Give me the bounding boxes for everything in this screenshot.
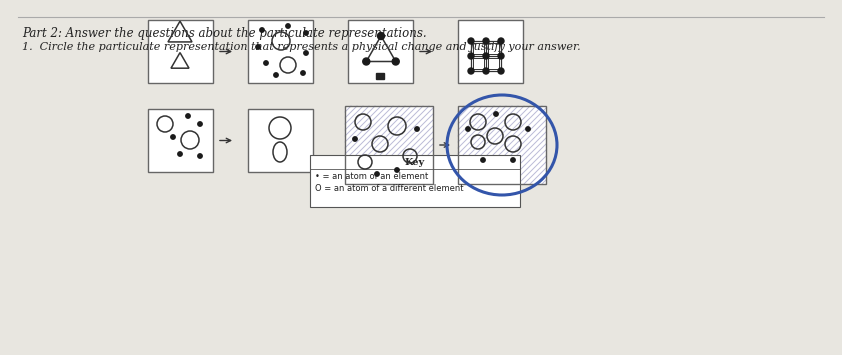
Circle shape: [375, 172, 379, 176]
Circle shape: [483, 38, 489, 44]
Text: O = an atom of a different element: O = an atom of a different element: [315, 184, 463, 193]
Circle shape: [304, 51, 308, 55]
Text: • = an atom of an element: • = an atom of an element: [315, 172, 429, 181]
Circle shape: [256, 45, 260, 49]
Circle shape: [483, 68, 489, 74]
Circle shape: [186, 114, 190, 118]
Text: Key: Key: [405, 158, 425, 167]
Circle shape: [274, 73, 278, 77]
Circle shape: [466, 127, 470, 131]
Circle shape: [304, 31, 308, 35]
Bar: [248, 20, 313, 83]
Bar: [458, 20, 523, 83]
Circle shape: [493, 112, 498, 116]
Circle shape: [511, 158, 515, 162]
Circle shape: [498, 38, 504, 44]
Circle shape: [525, 127, 530, 131]
Circle shape: [353, 137, 357, 141]
Bar: [488, 58, 499, 69]
Circle shape: [363, 58, 370, 65]
Circle shape: [468, 38, 474, 44]
Bar: [488, 43, 499, 54]
Bar: [310, 155, 520, 207]
Circle shape: [171, 135, 175, 139]
Circle shape: [260, 28, 264, 32]
Circle shape: [285, 24, 290, 28]
Circle shape: [301, 71, 305, 75]
Circle shape: [377, 33, 385, 39]
Bar: [345, 106, 433, 184]
Circle shape: [178, 152, 182, 156]
Circle shape: [483, 53, 489, 59]
Bar: [148, 109, 213, 172]
Circle shape: [198, 122, 202, 126]
Circle shape: [395, 168, 399, 172]
Bar: [376, 73, 384, 79]
Circle shape: [481, 158, 485, 162]
Circle shape: [264, 61, 269, 65]
Circle shape: [468, 68, 474, 74]
Circle shape: [468, 53, 474, 59]
Circle shape: [392, 58, 399, 65]
Bar: [458, 106, 546, 184]
Circle shape: [198, 154, 202, 158]
Bar: [473, 43, 484, 54]
Text: 1.  Circle the particulate representation that represents a physical change and : 1. Circle the particulate representation…: [22, 42, 581, 52]
Text: Part 2: Answer the questions about the particulate representations.: Part 2: Answer the questions about the p…: [22, 27, 427, 40]
Circle shape: [415, 127, 419, 131]
Bar: [345, 106, 433, 184]
Bar: [458, 106, 546, 184]
Circle shape: [498, 68, 504, 74]
Circle shape: [498, 53, 504, 59]
Bar: [248, 109, 313, 172]
Bar: [348, 20, 413, 83]
Bar: [148, 20, 213, 83]
Bar: [473, 58, 484, 69]
